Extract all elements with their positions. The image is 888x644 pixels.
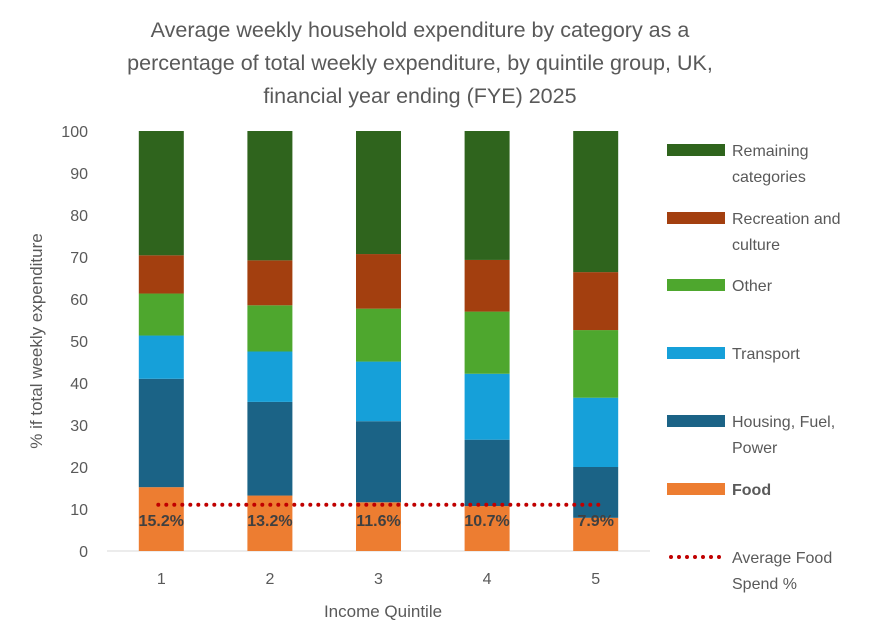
food-data-label: 13.2%	[247, 513, 292, 530]
legend-swatch	[667, 415, 725, 427]
y-tick-label: 40	[70, 376, 88, 393]
bar-segment-housing-fuel-power	[356, 421, 401, 503]
bar-segment-housing-fuel-power	[573, 467, 619, 518]
legend-label: culture	[732, 237, 780, 254]
bar-segment-housing-fuel-power	[247, 401, 293, 496]
y-tick-label: 20	[70, 460, 88, 477]
bar-segment-remaining-categories	[356, 131, 401, 255]
legend: Remaining categories Recreation and culture…	[667, 143, 841, 593]
food-data-label: 11.6%	[356, 513, 400, 530]
food-data-label: 7.9%	[577, 513, 613, 530]
legend-item-other: Other	[667, 278, 773, 295]
bar-segment-remaining-categories	[464, 131, 510, 260]
food-data-label: 15.2%	[139, 513, 184, 530]
bar-segment-housing-fuel-power	[464, 439, 510, 507]
bar-segment-other	[464, 311, 510, 374]
y-tick-label: 30	[70, 418, 88, 435]
legend-item-transport: Transport	[667, 346, 800, 363]
bar-segment-transport	[138, 335, 184, 379]
bar-segment-food	[138, 487, 184, 551]
legend-label: Housing, Fuel,	[732, 414, 835, 431]
legend-item-housing-fuel-power: Housing, Fuel, Power	[667, 414, 835, 457]
bar-segment-transport	[464, 373, 510, 440]
bar-segments	[138, 131, 619, 551]
legend-label: Power	[732, 440, 778, 457]
y-axis-title: % if total weekly expenditure	[27, 233, 46, 448]
bar-segment-transport	[573, 397, 619, 467]
food-data-labels: 15.2% 13.2% 11.6% 10.7% 7.9%	[139, 513, 614, 530]
chart-title-line-3: financial year ending (FYE) 2025	[263, 84, 577, 108]
bar-segment-food	[573, 517, 619, 551]
x-tick-label: 1	[157, 571, 166, 588]
chart-title-line-2: percentage of total weekly expenditure, …	[127, 51, 713, 75]
x-axis-tick-labels: 1 2 3 4 5	[157, 571, 600, 588]
y-tick-label: 80	[70, 208, 88, 225]
y-tick-label: 60	[70, 292, 88, 309]
bar-segment-food	[464, 506, 510, 551]
x-tick-label: 2	[265, 571, 274, 588]
legend-swatch	[667, 212, 725, 224]
bar-segment-transport	[247, 351, 293, 402]
x-tick-label: 5	[591, 571, 600, 588]
legend-label: Transport	[732, 346, 800, 363]
y-axis-tick-labels: 0 10 20 30 40 50 60 70 80 90 100	[61, 124, 88, 561]
y-tick-label: 70	[70, 250, 88, 267]
legend-swatch	[667, 483, 725, 495]
bar-segment-other	[247, 305, 293, 352]
x-tick-label: 3	[374, 571, 383, 588]
y-tick-label: 50	[70, 334, 88, 351]
legend-label: Average Food	[732, 550, 832, 567]
y-tick-label: 90	[70, 166, 88, 183]
bar-segment-remaining-categories	[138, 131, 184, 256]
bar-segment-recreation-and-culture	[247, 260, 293, 306]
legend-label: Other	[732, 278, 773, 295]
legend-label: Food	[732, 482, 771, 499]
legend-label: Recreation and	[732, 211, 841, 228]
bar-segment-food	[356, 502, 401, 551]
x-tick-label: 4	[483, 571, 492, 588]
bar-segment-remaining-categories	[573, 131, 619, 273]
legend-swatch	[667, 279, 725, 291]
legend-item-average-food-spend: Average Food Spend %	[669, 550, 832, 593]
chart-title: Average weekly household expenditure by …	[60, 14, 780, 113]
bar-segment-recreation-and-culture	[464, 259, 510, 312]
legend-item-recreation-and-culture: Recreation and culture	[667, 211, 841, 254]
bar-segment-recreation-and-culture	[356, 254, 401, 309]
bar-segment-other	[138, 293, 184, 336]
legend-swatch	[667, 347, 725, 359]
bar-segment-other	[573, 330, 619, 398]
y-tick-label: 100	[61, 124, 88, 141]
food-data-label: 10.7%	[464, 513, 509, 530]
legend-label: Spend %	[732, 576, 797, 593]
legend-item-remaining-categories: Remaining categories	[667, 143, 808, 186]
legend-item-food: Food	[667, 482, 771, 499]
legend-label: categories	[732, 169, 806, 186]
bar-segment-recreation-and-culture	[138, 255, 184, 294]
y-tick-label: 10	[70, 502, 88, 519]
bar-segment-remaining-categories	[247, 131, 293, 261]
legend-swatch	[667, 144, 725, 156]
x-axis-title: Income Quintile	[324, 602, 442, 621]
bar-segment-recreation-and-culture	[573, 272, 619, 331]
legend-label: Remaining	[732, 143, 808, 160]
bar-segment-transport	[356, 361, 401, 422]
y-tick-label: 0	[79, 544, 88, 561]
bar-segment-other	[356, 308, 401, 362]
bar-segment-housing-fuel-power	[138, 378, 184, 488]
chart-title-line-1: Average weekly household expenditure by …	[150, 18, 690, 42]
